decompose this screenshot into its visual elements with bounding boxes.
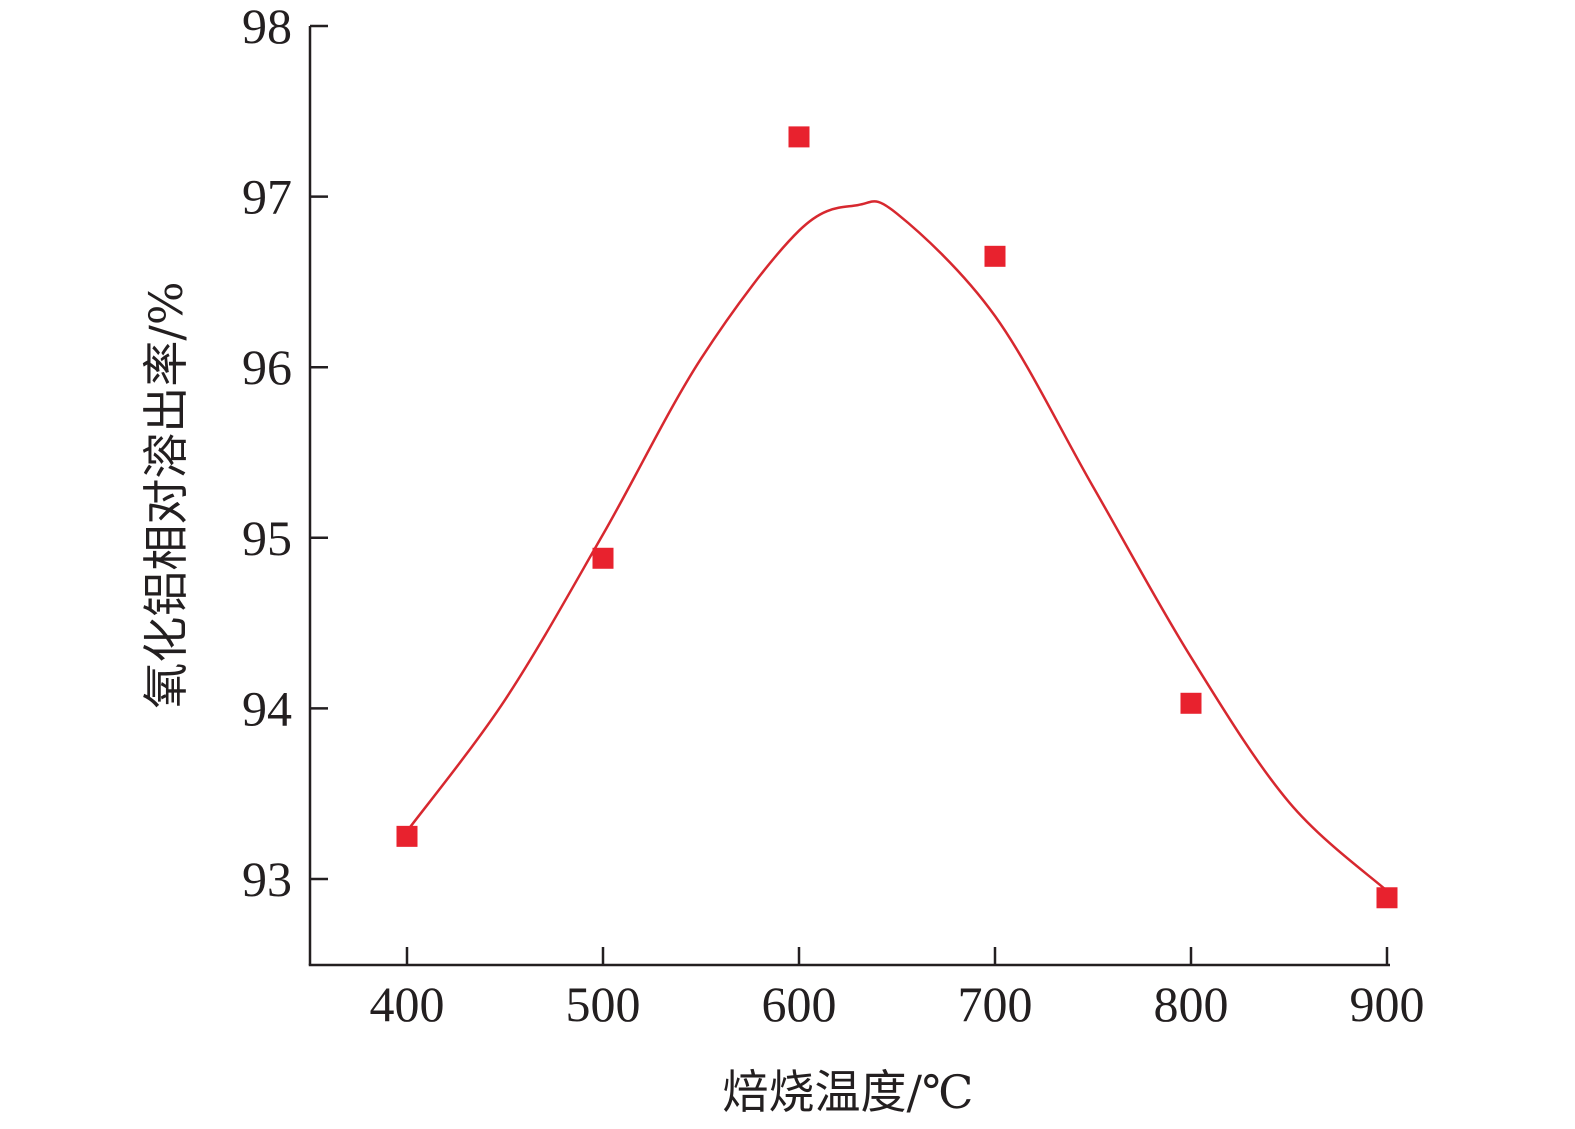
x-tick-label: 900 bbox=[1350, 976, 1425, 1032]
data-point bbox=[1376, 887, 1398, 909]
x-tick-label: 400 bbox=[370, 976, 445, 1032]
y-tick-label: 98 bbox=[242, 0, 292, 54]
y-tick-label: 96 bbox=[242, 339, 292, 395]
y-tick-label: 94 bbox=[242, 680, 292, 736]
x-tick-label: 700 bbox=[958, 976, 1033, 1032]
data-point bbox=[592, 547, 614, 569]
axes bbox=[308, 26, 1390, 967]
y-axis-title: 氧化铝相对溶出率/% bbox=[139, 281, 193, 708]
x-axis-title: 焙烧温度/℃ bbox=[723, 1065, 974, 1119]
x-tick-label: 600 bbox=[762, 976, 837, 1032]
data-point bbox=[788, 126, 810, 148]
x-tick-label: 500 bbox=[566, 976, 641, 1032]
x-tick-label: 800 bbox=[1154, 976, 1229, 1032]
data-point bbox=[1180, 692, 1202, 714]
y-ticks: 93 94 95 96 97 98 bbox=[242, 0, 328, 907]
y-tick-label: 93 bbox=[242, 851, 292, 907]
data-point bbox=[984, 245, 1006, 267]
y-tick-label: 95 bbox=[242, 510, 292, 566]
x-ticks: 400 500 600 700 800 900 bbox=[370, 947, 1425, 1032]
fit-curve bbox=[405, 200, 1388, 892]
data-points bbox=[396, 126, 1398, 909]
y-tick-label: 97 bbox=[242, 169, 292, 225]
data-point bbox=[396, 825, 418, 847]
